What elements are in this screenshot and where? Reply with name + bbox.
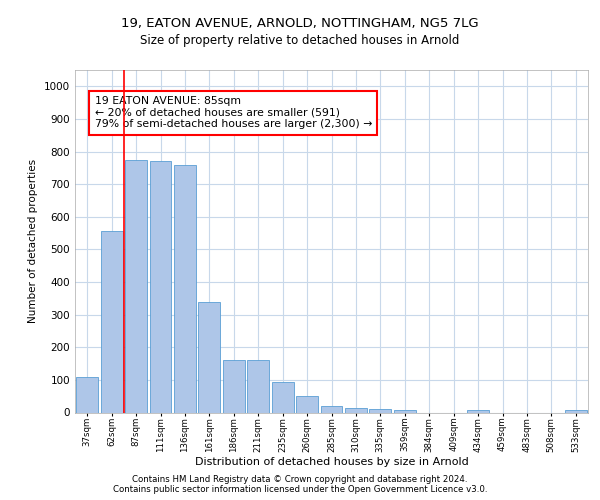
Text: Size of property relative to detached houses in Arnold: Size of property relative to detached ho… <box>140 34 460 47</box>
Bar <box>565 410 587 412</box>
Text: Contains public sector information licensed under the Open Government Licence v3: Contains public sector information licen… <box>113 485 487 494</box>
Text: Contains HM Land Registry data © Crown copyright and database right 2024.: Contains HM Land Registry data © Crown c… <box>132 475 468 484</box>
Bar <box>199 302 220 412</box>
Bar <box>394 410 416 412</box>
Bar <box>467 410 489 412</box>
Bar <box>174 164 196 412</box>
Bar <box>247 360 269 412</box>
Bar <box>272 382 293 412</box>
Bar <box>76 376 98 412</box>
Bar <box>345 408 367 412</box>
Y-axis label: Number of detached properties: Number of detached properties <box>28 159 38 324</box>
X-axis label: Distribution of detached houses by size in Arnold: Distribution of detached houses by size … <box>194 457 469 467</box>
Text: 19 EATON AVENUE: 85sqm
← 20% of detached houses are smaller (591)
79% of semi-de: 19 EATON AVENUE: 85sqm ← 20% of detached… <box>95 96 372 130</box>
Bar <box>101 232 122 412</box>
Bar <box>370 408 391 412</box>
Text: 19, EATON AVENUE, ARNOLD, NOTTINGHAM, NG5 7LG: 19, EATON AVENUE, ARNOLD, NOTTINGHAM, NG… <box>121 18 479 30</box>
Bar <box>320 406 343 412</box>
Bar <box>296 396 318 412</box>
Bar <box>223 360 245 412</box>
Bar <box>125 160 147 412</box>
Bar <box>149 162 172 412</box>
